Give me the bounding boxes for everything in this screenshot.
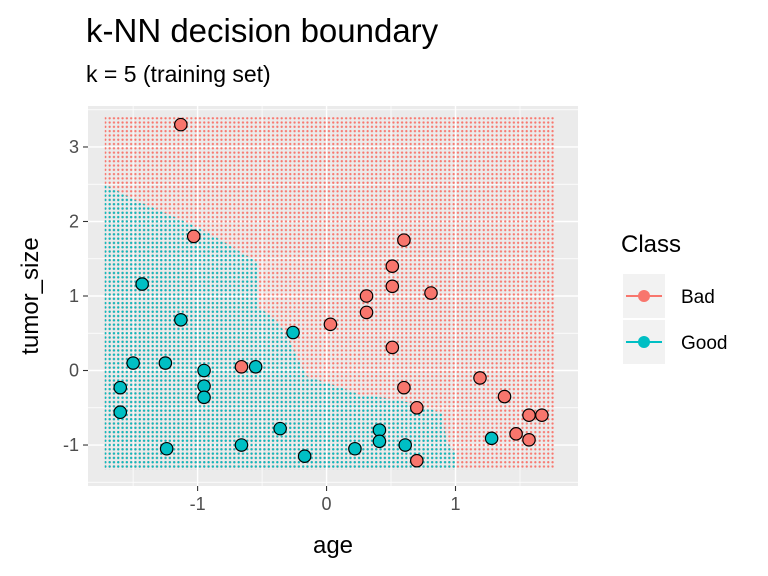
point-good	[398, 438, 413, 452]
legend: Class Bad Good	[621, 231, 727, 364]
data-points	[113, 117, 549, 468]
point-good	[372, 423, 387, 437]
point-good	[113, 405, 128, 420]
point-bad	[234, 359, 249, 374]
legend-item-good: Good	[623, 320, 727, 364]
point-good	[484, 431, 499, 446]
point-bad	[410, 400, 424, 415]
y-tick-label: 3	[69, 137, 79, 157]
chart-subtitle: k = 5 (training set)	[86, 61, 271, 87]
point-bad	[497, 389, 512, 404]
y-axis-ticks: -1 0 1 2 3	[63, 137, 88, 455]
point-good	[234, 438, 249, 452]
point-good	[248, 359, 263, 374]
point-bad	[509, 427, 523, 441]
point-bad	[174, 117, 188, 132]
point-good	[286, 325, 300, 340]
legend-item-bad: Bad	[623, 274, 715, 318]
point-bad	[522, 408, 536, 423]
point-bad	[323, 317, 338, 332]
x-tick-label: 0	[322, 494, 332, 514]
point-good	[197, 379, 211, 393]
x-axis-ticks: -1 0 1	[190, 486, 461, 514]
point-good	[113, 380, 128, 395]
y-tick-label: 0	[69, 361, 79, 381]
chart-title: k-NN decision boundary	[86, 12, 439, 49]
legend-marker-bad	[638, 290, 650, 302]
point-bad	[522, 433, 536, 447]
point-good	[197, 390, 211, 405]
legend-title: Class	[621, 231, 681, 258]
point-bad	[397, 380, 411, 395]
legend-label-good: Good	[681, 333, 727, 354]
point-bad	[397, 233, 411, 247]
point-bad	[424, 286, 438, 300]
point-bad	[359, 305, 374, 320]
y-tick-label: -1	[63, 435, 79, 455]
legend-label-bad: Bad	[681, 287, 715, 308]
point-good	[135, 277, 149, 291]
point-bad	[385, 340, 400, 355]
point-good	[372, 434, 387, 449]
legend-marker-good	[638, 336, 650, 348]
point-bad	[410, 453, 424, 468]
point-bad	[535, 408, 549, 423]
point-good	[159, 441, 174, 456]
x-tick-label: 1	[450, 494, 460, 514]
point-good	[348, 441, 362, 456]
y-axis-label: tumor_size	[17, 237, 44, 354]
y-tick-label: 1	[69, 286, 79, 306]
point-good	[126, 356, 140, 370]
x-tick-label: -1	[190, 494, 206, 514]
point-bad	[473, 371, 487, 385]
point-good	[174, 313, 188, 327]
good-region	[104, 184, 456, 470]
point-good	[197, 363, 211, 378]
point-good	[158, 356, 173, 370]
point-good	[273, 421, 287, 436]
point-bad	[385, 259, 400, 273]
x-axis-label: age	[313, 532, 353, 559]
point-bad	[385, 279, 400, 294]
point-bad	[359, 289, 374, 303]
point-good	[297, 449, 312, 463]
y-tick-label: 2	[69, 211, 79, 231]
point-bad	[186, 229, 201, 244]
